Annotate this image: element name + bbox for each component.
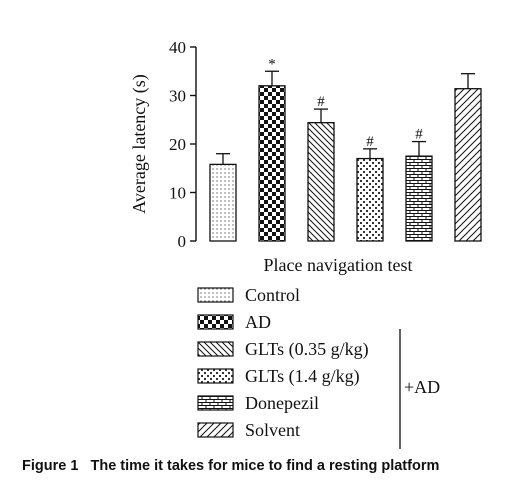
legend-swatch: [197, 341, 234, 357]
y-tick-label: 10: [169, 184, 186, 203]
legend-swatch: [197, 287, 234, 303]
y-axis-label: Average latency (s): [129, 74, 150, 214]
significance-marker: #: [317, 94, 325, 110]
legend-label: Solvent: [245, 420, 300, 440]
bar: [454, 88, 482, 242]
y-tick-label: 0: [178, 232, 187, 251]
y-tick-label: 20: [169, 135, 186, 154]
legend-label: Control: [245, 285, 300, 305]
axes: 0 10 20 30 40 Average latency (s) Place naviga…: [129, 38, 412, 275]
legend-swatch: [197, 314, 234, 330]
significance-marker: #: [415, 127, 423, 143]
x-axis-label: Place navigation test: [264, 255, 413, 275]
legend-swatch: [197, 395, 234, 411]
bar: [209, 163, 237, 242]
legend-label: GLTs (0.35 g/kg): [245, 339, 369, 360]
legend-label: AD: [245, 312, 271, 332]
significance-marker: *: [268, 56, 276, 72]
legend-label: Donepezil: [245, 393, 319, 413]
figure-caption: Figure 1 The time it takes for mice to f…: [22, 458, 440, 474]
bar: [405, 155, 433, 242]
legend-swatch: [197, 368, 234, 384]
bar: [307, 122, 335, 242]
significance-marker: #: [366, 134, 374, 150]
legend-label: GLTs (1.4 g/kg): [245, 366, 360, 387]
legend-group-label: +AD: [404, 377, 440, 397]
legend-swatch: [197, 422, 234, 438]
y-tick-label: 30: [169, 87, 186, 106]
bar: [258, 85, 286, 242]
y-tick-label: 40: [169, 38, 186, 57]
legend: Control AD GLTs (0.35 g/kg) GLTs (1.4 g/kg)…: [197, 285, 440, 449]
bar: [356, 157, 384, 242]
bars: * # # #: [209, 56, 482, 242]
